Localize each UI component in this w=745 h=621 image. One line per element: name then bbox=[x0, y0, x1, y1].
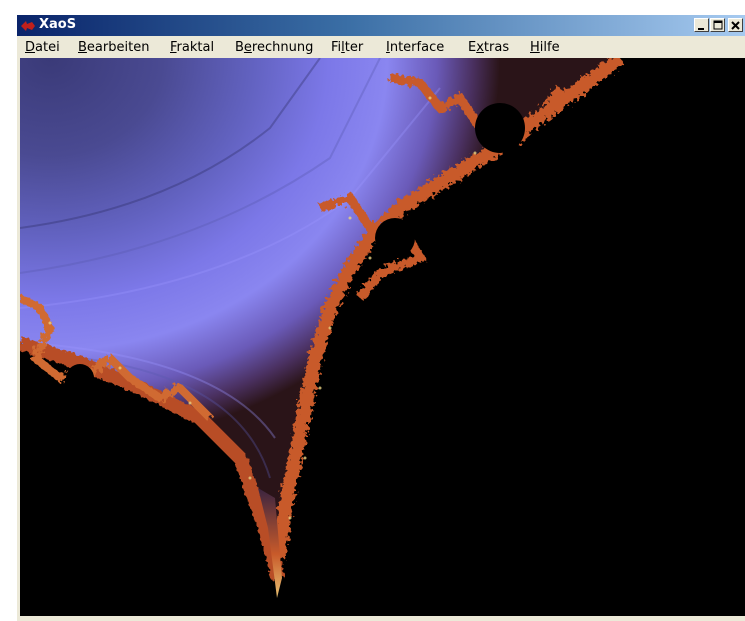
menu-hilfe[interactable]: Hilfe bbox=[530, 40, 560, 55]
fractal-image bbox=[20, 58, 745, 616]
maximize-icon bbox=[713, 20, 723, 30]
menu-interface[interactable]: Interface bbox=[386, 40, 445, 55]
menu-extras[interactable]: Extras bbox=[468, 40, 510, 55]
window-title: XaoS bbox=[39, 17, 77, 32]
minimize-icon bbox=[698, 28, 704, 30]
title-bar[interactable]: XaoS bbox=[17, 15, 745, 36]
menu-bearbeiten[interactable]: Bearbeiten bbox=[78, 40, 150, 55]
fractal-canvas[interactable] bbox=[20, 58, 745, 616]
menu-fraktal[interactable]: Fraktal bbox=[170, 40, 215, 55]
xaos-window: XaoS Datei Bearbeiten Fraktal Berechnung… bbox=[17, 15, 745, 621]
maximize-button[interactable] bbox=[710, 18, 725, 32]
menu-bar: Datei Bearbeiten Fraktal Berechnung Filt… bbox=[17, 36, 745, 58]
xaos-app-icon[interactable] bbox=[20, 18, 36, 32]
menu-datei[interactable]: Datei bbox=[25, 40, 60, 55]
close-icon bbox=[731, 21, 740, 30]
menu-filter[interactable]: Filter bbox=[331, 40, 364, 55]
menu-berechnung[interactable]: Berechnung bbox=[235, 40, 314, 55]
minimize-button[interactable] bbox=[694, 18, 709, 32]
close-button[interactable] bbox=[728, 18, 743, 32]
